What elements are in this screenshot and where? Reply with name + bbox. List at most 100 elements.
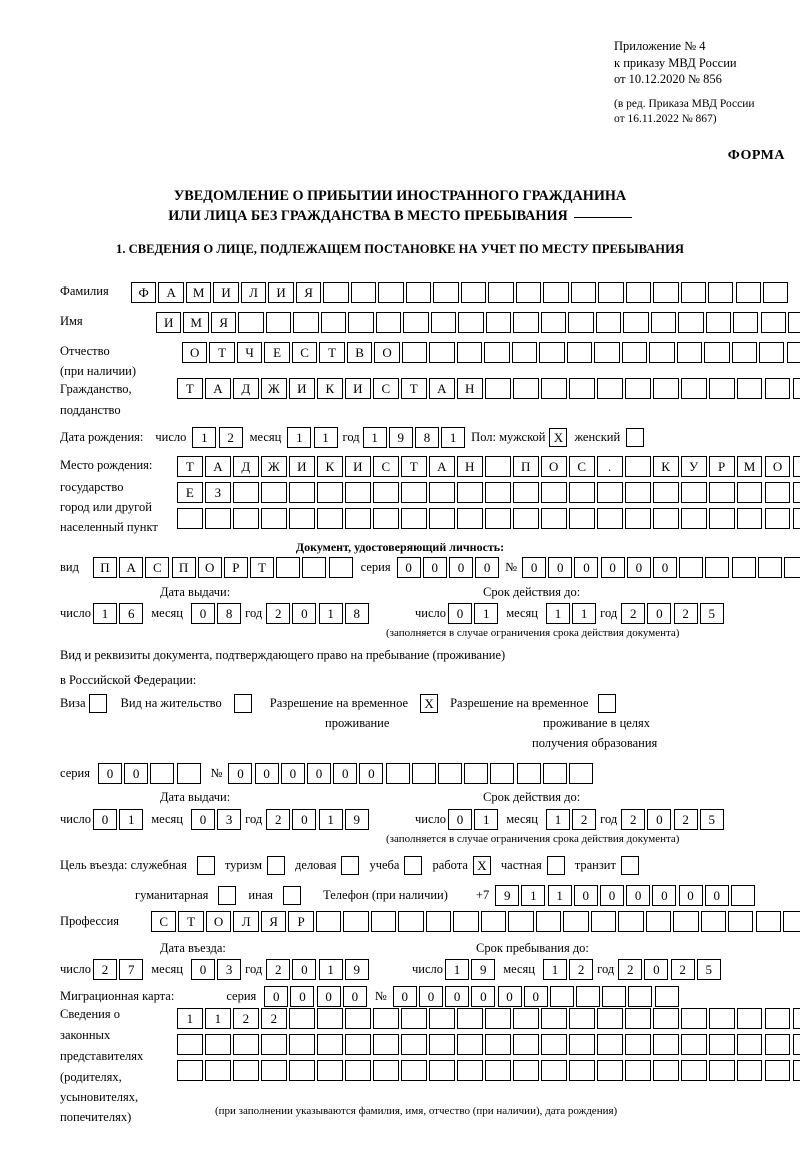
char-cell[interactable]: Т <box>177 456 203 477</box>
char-cell[interactable] <box>628 986 653 1007</box>
purpose-option-checkbox[interactable] <box>546 856 565 875</box>
char-cell[interactable]: 0 <box>599 885 624 906</box>
char-cell[interactable] <box>650 312 677 333</box>
purpose-other-checkbox[interactable] <box>283 886 302 905</box>
char-cell[interactable]: 1 <box>362 427 387 448</box>
char-cell[interactable] <box>400 1060 427 1081</box>
purpose-service-checkbox[interactable] <box>196 856 215 875</box>
char-cell[interactable]: 2 <box>670 959 695 980</box>
char-cell[interactable]: 0 <box>280 763 305 784</box>
char-cell[interactable] <box>512 1060 539 1081</box>
char-cell[interactable]: С <box>291 342 318 363</box>
char-cell[interactable]: С <box>145 557 170 578</box>
char-cell[interactable] <box>679 557 704 578</box>
char-cell[interactable]: Л <box>233 911 259 932</box>
char-cell[interactable] <box>276 557 301 578</box>
char-cell[interactable]: С <box>568 456 595 477</box>
char-cell[interactable]: О <box>764 456 791 477</box>
char-cell[interactable] <box>652 1034 679 1055</box>
char-cell[interactable]: А <box>204 378 231 399</box>
char-cell[interactable]: К <box>316 456 343 477</box>
char-cell[interactable]: 0 <box>471 986 496 1007</box>
char-cell[interactable] <box>343 911 369 932</box>
char-cell[interactable]: 2 <box>673 809 698 830</box>
char-cell[interactable] <box>708 1008 735 1029</box>
char-cell[interactable] <box>728 911 754 932</box>
char-cell[interactable]: 1 <box>521 885 546 906</box>
char-cell[interactable]: 0 <box>574 557 599 578</box>
char-cell[interactable] <box>316 1034 343 1055</box>
char-cell[interactable] <box>792 1008 800 1029</box>
char-cell[interactable]: Л <box>240 282 267 303</box>
char-cell[interactable] <box>596 378 623 399</box>
char-cell[interactable]: Т <box>400 456 427 477</box>
char-cell[interactable] <box>288 1008 315 1029</box>
purpose-humanitarian-checkbox[interactable] <box>218 886 237 905</box>
purpose-option-checkbox[interactable] <box>267 856 286 875</box>
char-cell[interactable]: З <box>204 482 231 503</box>
char-cell[interactable]: Н <box>456 378 483 399</box>
char-cell[interactable] <box>460 282 487 303</box>
char-cell[interactable]: 0 <box>292 959 317 980</box>
char-cell[interactable]: 0 <box>475 557 500 578</box>
char-cell[interactable] <box>678 312 704 333</box>
representatives-cells-row3[interactable] <box>177 1060 800 1081</box>
char-cell[interactable] <box>708 508 735 529</box>
char-cell[interactable] <box>596 482 623 503</box>
char-cell[interactable]: 5 <box>696 959 721 980</box>
char-cell[interactable]: Т <box>319 342 345 363</box>
char-cell[interactable] <box>568 482 595 503</box>
char-cell[interactable] <box>673 911 699 932</box>
char-cell[interactable] <box>624 456 651 477</box>
char-cell[interactable] <box>456 508 483 529</box>
char-cell[interactable] <box>792 508 800 529</box>
char-cell[interactable] <box>755 911 781 932</box>
char-cell[interactable]: 2 <box>260 1008 287 1029</box>
char-cell[interactable]: 0 <box>228 763 253 784</box>
char-cell[interactable] <box>568 378 595 399</box>
char-cell[interactable] <box>764 1008 791 1029</box>
char-cell[interactable]: 2 <box>266 809 291 830</box>
char-cell[interactable] <box>540 508 567 529</box>
char-cell[interactable]: 1 <box>177 1008 203 1029</box>
char-cell[interactable] <box>400 1034 427 1055</box>
char-cell[interactable] <box>484 508 511 529</box>
char-cell[interactable]: 1 <box>313 427 338 448</box>
char-cell[interactable]: Р <box>708 456 735 477</box>
char-cell[interactable]: 1 <box>93 603 118 624</box>
char-cell[interactable]: А <box>204 456 231 477</box>
char-cell[interactable] <box>372 482 399 503</box>
char-cell[interactable] <box>654 986 679 1007</box>
char-cell[interactable] <box>433 282 459 303</box>
char-cell[interactable] <box>344 1008 371 1029</box>
char-cell[interactable] <box>320 312 347 333</box>
char-cell[interactable] <box>540 482 567 503</box>
char-cell[interactable] <box>624 508 651 529</box>
char-cell[interactable]: 3 <box>217 959 242 980</box>
char-cell[interactable] <box>598 282 624 303</box>
char-cell[interactable] <box>708 282 734 303</box>
char-cell[interactable]: 0 <box>333 763 358 784</box>
char-cell[interactable] <box>624 1060 651 1081</box>
char-cell[interactable] <box>480 911 507 932</box>
char-cell[interactable] <box>344 1060 371 1081</box>
char-cell[interactable]: С <box>372 378 399 399</box>
char-cell[interactable] <box>680 508 707 529</box>
char-cell[interactable]: 1 <box>445 959 470 980</box>
char-cell[interactable] <box>680 282 706 303</box>
char-cell[interactable] <box>705 557 730 578</box>
char-cell[interactable]: О <box>374 342 400 363</box>
char-cell[interactable]: 0 <box>647 603 672 624</box>
char-cell[interactable] <box>736 378 763 399</box>
char-cell[interactable] <box>464 763 489 784</box>
char-cell[interactable]: О <box>182 342 208 363</box>
char-cell[interactable] <box>204 1034 231 1055</box>
char-cell[interactable]: Я <box>295 282 322 303</box>
